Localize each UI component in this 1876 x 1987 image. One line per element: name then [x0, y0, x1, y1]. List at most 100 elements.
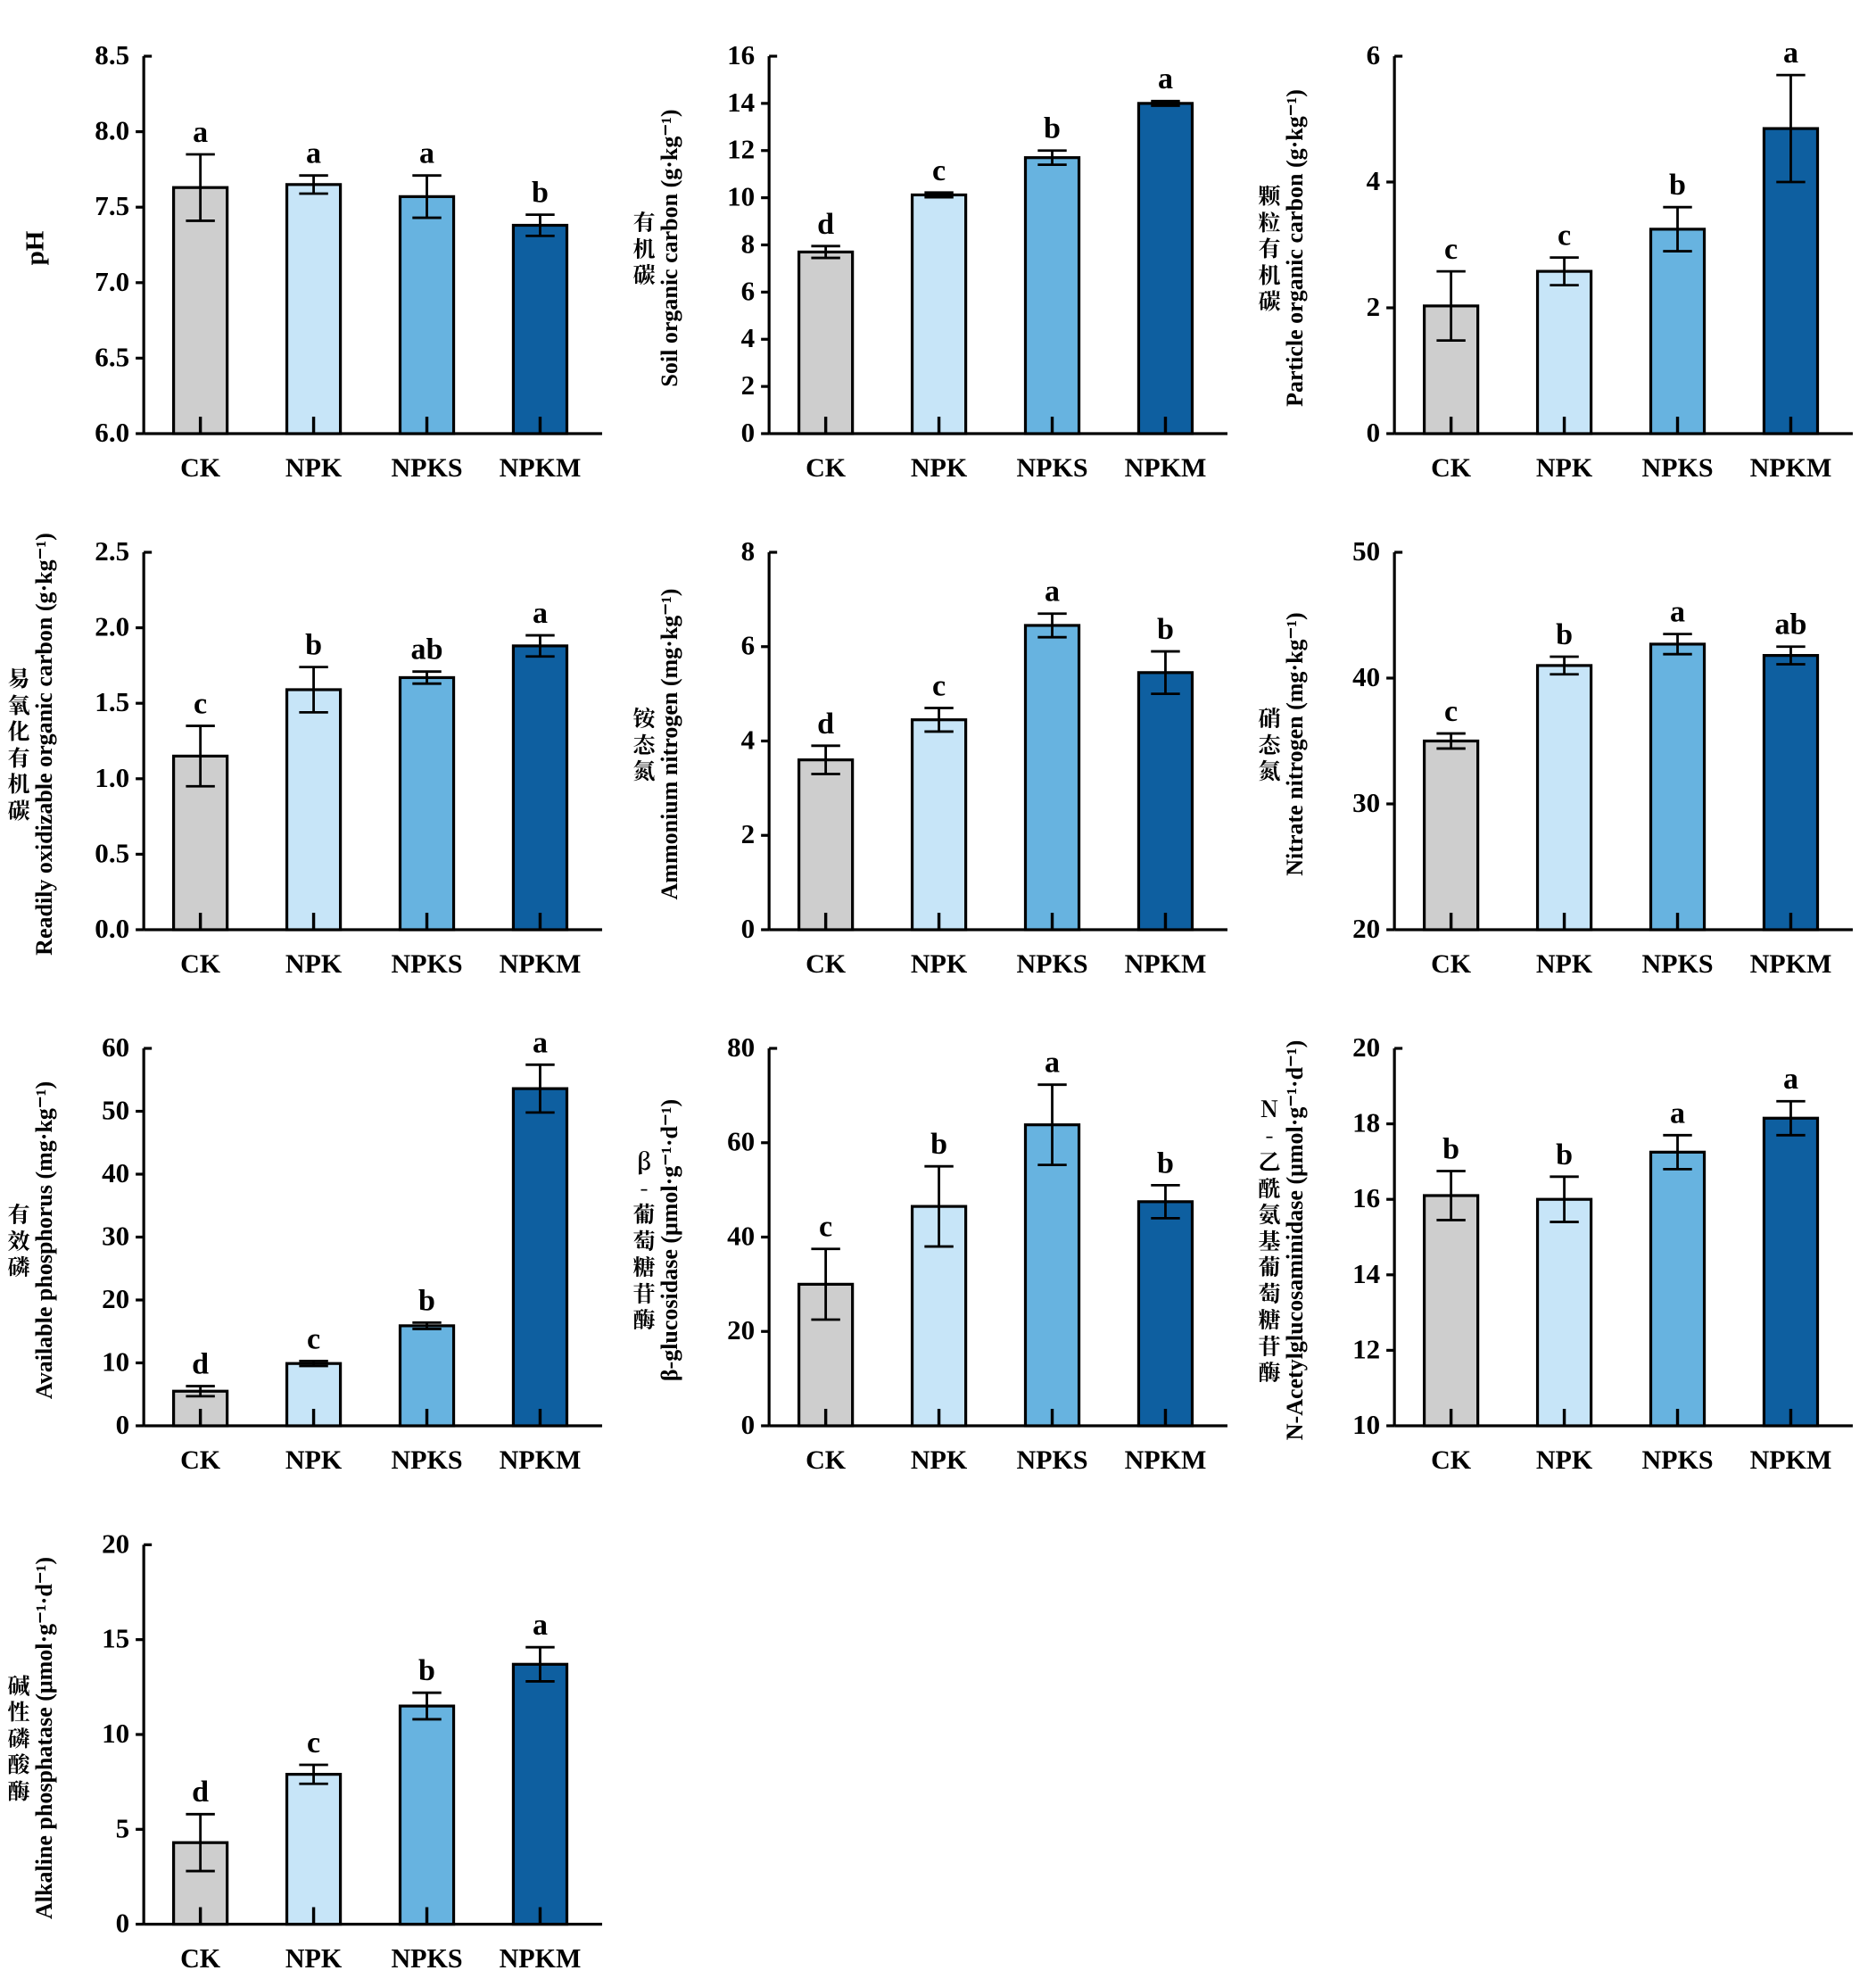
svg-text:b: b [305, 629, 322, 662]
svg-text:2.5: 2.5 [95, 535, 129, 567]
svg-text:20: 20 [102, 1283, 129, 1314]
svg-text:b: b [1556, 1138, 1573, 1172]
svg-text:8: 8 [741, 228, 756, 260]
svg-text:NPKM: NPKM [500, 949, 582, 979]
svg-text:10: 10 [102, 1718, 129, 1749]
svg-text:NPKM: NPKM [500, 1943, 582, 1974]
svg-text:6.0: 6.0 [95, 417, 129, 448]
svg-text:NPK: NPK [285, 453, 343, 483]
svg-text:a: a [419, 137, 434, 170]
svg-text:8.5: 8.5 [95, 39, 129, 70]
svg-text:c: c [932, 154, 946, 187]
svg-text:NPK: NPK [911, 949, 968, 979]
svg-text:CK: CK [180, 453, 221, 483]
svg-text:NPK: NPK [285, 1943, 343, 1974]
svg-text:0: 0 [741, 1409, 756, 1440]
svg-text:d: d [817, 208, 834, 241]
svg-text:10: 10 [727, 181, 755, 212]
svg-text:a: a [193, 116, 208, 149]
svg-text:c: c [307, 1726, 320, 1759]
svg-text:NPKS: NPKS [1016, 949, 1087, 979]
svg-text:NPKS: NPKS [1641, 1445, 1713, 1475]
svg-text:b: b [1442, 1132, 1459, 1165]
svg-text:0: 0 [1367, 417, 1381, 448]
svg-text:a: a [1670, 1097, 1685, 1130]
svg-text:8: 8 [741, 535, 756, 567]
svg-text:8.0: 8.0 [95, 115, 129, 146]
svg-text:NPKS: NPKS [1016, 453, 1087, 483]
svg-text:b: b [930, 1128, 947, 1161]
svg-text:40: 40 [727, 1221, 755, 1252]
svg-text:c: c [819, 1211, 832, 1244]
svg-text:50: 50 [1352, 535, 1380, 567]
svg-text:d: d [192, 1776, 209, 1809]
svg-text:20: 20 [1352, 1031, 1380, 1063]
svg-text:NPKS: NPKS [391, 1445, 462, 1475]
svg-text:7.0: 7.0 [95, 266, 129, 297]
svg-text:NPK: NPK [285, 949, 343, 979]
svg-text:NPK: NPK [911, 453, 968, 483]
svg-text:60: 60 [102, 1031, 129, 1063]
svg-text:NPKM: NPKM [1125, 453, 1207, 483]
svg-text:NPKM: NPKM [1125, 949, 1207, 979]
svg-text:NPKM: NPKM [1750, 1445, 1832, 1475]
svg-text:c: c [932, 670, 946, 703]
svg-text:NPK: NPK [285, 1445, 343, 1475]
svg-text:a: a [1045, 575, 1060, 609]
svg-text:b: b [532, 177, 549, 210]
svg-text:0: 0 [116, 1409, 130, 1440]
svg-text:CK: CK [806, 1445, 847, 1475]
svg-text:60: 60 [727, 1126, 755, 1157]
svg-text:NPKM: NPKM [1125, 1445, 1207, 1475]
svg-text:b: b [1044, 112, 1061, 145]
svg-text:20: 20 [727, 1314, 755, 1345]
svg-text:30: 30 [1352, 787, 1380, 818]
svg-text:CK: CK [1431, 1445, 1472, 1475]
svg-text:b: b [1556, 618, 1573, 651]
svg-text:2.0: 2.0 [95, 611, 129, 642]
svg-text:b: b [1157, 613, 1174, 646]
svg-text:1.5: 1.5 [95, 686, 129, 717]
svg-text:80: 80 [727, 1031, 755, 1063]
svg-text:CK: CK [180, 1445, 221, 1475]
svg-text:6: 6 [741, 630, 756, 661]
svg-text:a: a [1783, 1063, 1798, 1096]
svg-text:CK: CK [806, 453, 847, 483]
svg-text:7.5: 7.5 [95, 190, 129, 221]
svg-text:1.0: 1.0 [95, 762, 129, 793]
svg-text:30: 30 [102, 1221, 129, 1252]
svg-text:0: 0 [741, 417, 756, 448]
svg-text:b: b [418, 1654, 435, 1687]
svg-text:0: 0 [116, 1908, 130, 1939]
svg-text:12: 12 [727, 134, 755, 165]
svg-text:0: 0 [741, 913, 756, 944]
svg-text:a: a [1670, 596, 1685, 629]
svg-text:NPK: NPK [911, 1445, 968, 1475]
svg-text:40: 40 [102, 1157, 129, 1188]
svg-text:NPK: NPK [1536, 1445, 1593, 1475]
svg-text:b: b [1157, 1147, 1174, 1180]
svg-text:a: a [533, 1026, 548, 1059]
svg-text:14: 14 [1352, 1258, 1380, 1289]
svg-text:CK: CK [180, 1943, 221, 1974]
svg-text:16: 16 [727, 39, 755, 70]
svg-text:c: c [1444, 233, 1458, 266]
svg-text:c: c [307, 1322, 320, 1355]
svg-text:4: 4 [1367, 165, 1381, 196]
svg-text:NPKM: NPKM [1750, 949, 1832, 979]
svg-text:c: c [1558, 219, 1571, 253]
svg-text:4: 4 [741, 724, 756, 756]
svg-text:a: a [1158, 62, 1173, 95]
svg-text:16: 16 [1352, 1182, 1380, 1213]
svg-text:NPKS: NPKS [1016, 1445, 1087, 1475]
svg-text:a: a [306, 137, 321, 170]
svg-text:ab: ab [1774, 609, 1806, 642]
svg-text:2: 2 [1367, 291, 1381, 322]
svg-text:12: 12 [1352, 1333, 1380, 1364]
svg-text:14: 14 [727, 87, 755, 118]
svg-text:c: c [1444, 695, 1458, 728]
svg-text:6: 6 [1367, 39, 1381, 70]
svg-text:15: 15 [102, 1623, 129, 1654]
svg-text:a: a [533, 597, 548, 630]
svg-text:2: 2 [741, 369, 756, 401]
